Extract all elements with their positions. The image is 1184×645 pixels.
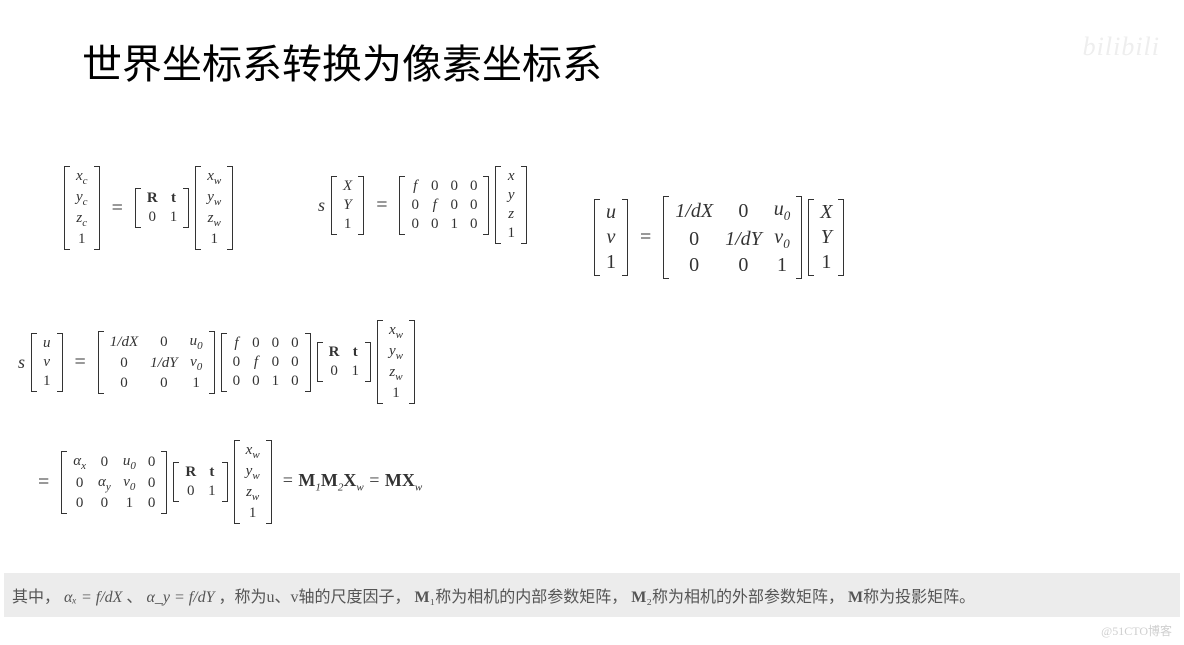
bilibili-watermark: bilibili [1083, 32, 1160, 62]
vector-xyz1: x y z 1 [495, 166, 527, 244]
footer-alpha-x: αₓ = f/dX [64, 589, 122, 606]
equation-image-to-pixel: u v 1 = 1/dX0u0 01/dYv0 001 X Y 1 [594, 196, 844, 279]
equals-sign: = [32, 471, 55, 494]
footer-prefix: 其中， [12, 589, 60, 606]
slide-title: 世界坐标系转换为像素坐标系 [82, 32, 602, 90]
equation-tail: = M1M2Xw = MXw [278, 470, 423, 494]
equation-full-chain: s u v 1 = 1/dX0u0 01/dYv0 001 f000 0f00 … [18, 320, 415, 404]
equation-alpha-form: = αx0u00 0αyv00 0010 Rt 01 xw yw zw 1 = … [32, 440, 422, 524]
equals-sign: = [634, 226, 657, 249]
matrix-Rt: Rt 01 [135, 188, 189, 228]
footer-separator: 、 [126, 589, 142, 606]
vector-uv1: u v 1 [594, 199, 628, 276]
matrix-Rt: Rt 01 [173, 462, 227, 502]
footer-m1: M₁称为相机的内部参数矩阵， [415, 589, 628, 606]
matrix-pixel-scale: 1/dX0u0 01/dYv0 001 [98, 331, 215, 394]
footer-explanation: 其中， αₓ = f/dX 、 α_y = f/dY ，称为u、v轴的尺度因子，… [4, 573, 1180, 617]
vector-xw: xw yw zw 1 [377, 320, 415, 404]
equation-camera-projection: s X Y 1 = f000 0f00 0010 x y z 1 [318, 166, 527, 244]
matrix-focal: f000 0f00 0010 [399, 176, 489, 235]
cto-watermark: @51CTO博客 [1101, 622, 1172, 639]
vector-uv1: u v 1 [31, 333, 63, 392]
matrix-alpha: αx0u00 0αyv00 0010 [61, 451, 167, 514]
vector-XY1-right: X Y 1 [808, 199, 844, 276]
vector-xw: xw yw zw 1 [195, 166, 233, 250]
footer-m: M称为投影矩阵。 [848, 589, 975, 606]
scalar-s: s [318, 195, 325, 216]
vector-xc: xc yc zc 1 [64, 166, 100, 250]
matrix-focal: f000 0f00 0010 [221, 333, 311, 392]
equals-sign: = [370, 194, 393, 217]
matrix-Rt: Rt 01 [317, 342, 371, 382]
footer-mid: ，称为u、v轴的尺度因子， [219, 589, 411, 606]
footer-alpha-y: α_y = f/dY [146, 589, 214, 606]
equals-sign: = [69, 351, 92, 374]
equation-world-to-camera: xc yc zc 1 = Rt 01 xw yw zw 1 [64, 166, 233, 250]
matrix-pixel-scale: 1/dX0u0 01/dYv0 001 [663, 196, 802, 279]
footer-m2: M₂称为相机的外部参数矩阵， [631, 589, 844, 606]
vector-xw: xw yw zw 1 [234, 440, 272, 524]
vector-XY1: X Y 1 [331, 176, 364, 235]
equals-sign: = [106, 197, 129, 220]
scalar-s: s [18, 352, 25, 373]
